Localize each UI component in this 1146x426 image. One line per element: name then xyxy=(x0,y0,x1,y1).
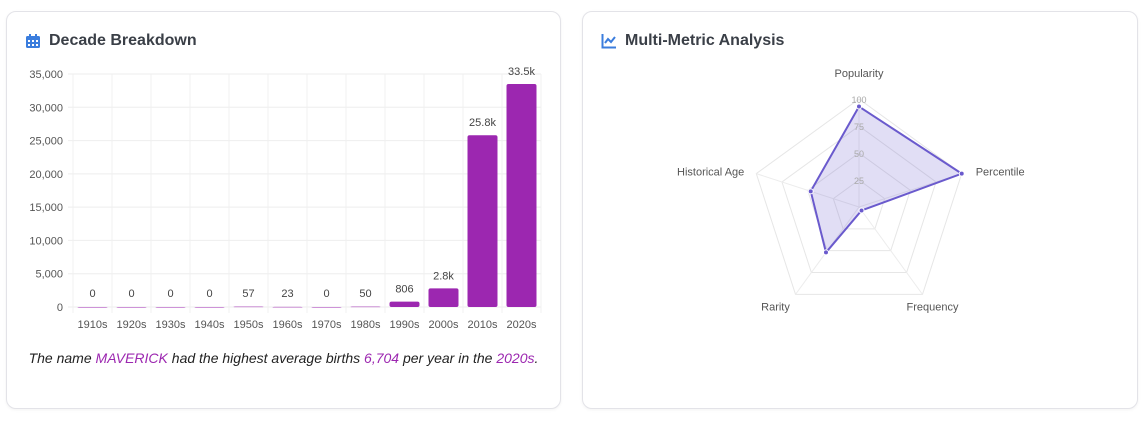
y-tick-label: 10,000 xyxy=(29,235,63,247)
radar-grid xyxy=(832,179,886,230)
y-tick-label: 5,000 xyxy=(35,269,63,281)
data-label: 33.5k xyxy=(508,66,535,78)
data-label: 25.8k xyxy=(469,117,496,129)
y-tick-label: 25,000 xyxy=(29,136,63,148)
radar-point xyxy=(958,170,965,177)
title-text: Decade Breakdown xyxy=(49,32,197,49)
y-tick-label: 0 xyxy=(57,302,63,314)
y-tick-label: 20,000 xyxy=(29,169,63,181)
data-label: 0 xyxy=(323,288,329,300)
data-label: 0 xyxy=(167,288,173,300)
x-tick-label: 1950s xyxy=(234,319,264,331)
radar-grid xyxy=(807,152,911,252)
x-tick-label: 1970s xyxy=(312,319,342,331)
bar xyxy=(428,288,459,307)
calendar-icon xyxy=(26,34,40,48)
y-tick-label: 35,000 xyxy=(29,69,63,81)
x-tick-label: 1930s xyxy=(156,319,186,331)
x-tick-label: 1990s xyxy=(390,319,420,331)
bar xyxy=(155,307,186,308)
x-tick-label: 2000s xyxy=(429,319,459,331)
x-tick-label: 1910s xyxy=(78,319,108,331)
decade-highlight: 2020s xyxy=(496,350,535,366)
radar-grid xyxy=(781,125,937,274)
bar xyxy=(350,306,381,308)
bar-chart: 0 5,000 10,000 15,000 20,000 25,000 30,000 35,0… xyxy=(29,66,542,331)
y-tick-label: 15,000 xyxy=(29,202,63,214)
r-tick-label: 25 xyxy=(854,176,864,186)
radar-spoke xyxy=(756,173,860,208)
bar xyxy=(194,307,225,308)
x-tick-label: 2020s xyxy=(507,319,537,331)
radar-area xyxy=(809,105,964,255)
name-highlight: MAVERICK xyxy=(95,350,168,366)
axis-label: Frequency xyxy=(906,301,958,313)
multi-metric-card: Multi-Metric Analysis 25 50 75 100 Popularit… xyxy=(582,11,1138,409)
r-tick-label: 100 xyxy=(851,95,866,105)
radar-point xyxy=(822,249,829,256)
line-chart-icon xyxy=(601,34,616,49)
bar xyxy=(272,306,303,308)
x-tick-label: 1920s xyxy=(117,319,147,331)
data-label: 0 xyxy=(206,288,212,300)
decade-breakdown-title: Decade Breakdown xyxy=(25,32,197,50)
title-text: Multi-Metric Analysis xyxy=(625,32,785,49)
data-label: 23 xyxy=(281,288,293,300)
data-label: 806 xyxy=(395,284,413,296)
summary-caption: The name MAVERICK had the highest averag… xyxy=(28,350,539,366)
y-tick-label: 30,000 xyxy=(29,102,63,114)
value-highlight: 6,704 xyxy=(364,350,400,366)
radar-point xyxy=(858,207,865,214)
radar-chart: 25 50 75 100 Popularity Percentile Frequency Ra… xyxy=(677,68,1025,313)
bar xyxy=(311,307,342,308)
axis-label: Rarity xyxy=(761,301,790,313)
radar-point xyxy=(856,103,862,110)
radar-grid xyxy=(755,98,963,295)
bar xyxy=(467,135,498,307)
x-tick-label: 1980s xyxy=(351,319,381,331)
radar-point xyxy=(807,188,814,195)
axis-label: Popularity xyxy=(835,68,884,80)
x-tick-label: 1960s xyxy=(273,319,303,331)
x-tick-label: 1940s xyxy=(195,319,225,331)
bar xyxy=(506,83,537,307)
axis-label: Percentile xyxy=(976,167,1025,179)
bar xyxy=(116,307,147,308)
radar-spoke xyxy=(858,206,923,295)
x-tick-label: 2010s xyxy=(468,319,498,331)
bar xyxy=(389,301,420,307)
r-tick-label: 50 xyxy=(854,149,864,159)
data-label: 0 xyxy=(89,288,95,300)
multi-metric-title: Multi-Metric Analysis xyxy=(601,32,784,50)
decade-breakdown-card: Decade Breakdown 0 5,000 10,000 15,000 20,00… xyxy=(6,11,561,409)
data-label: 50 xyxy=(359,288,371,300)
r-tick-label: 75 xyxy=(854,122,864,132)
axis-label: Historical Age xyxy=(677,167,744,179)
bar xyxy=(77,307,108,308)
data-label: 2.8k xyxy=(433,270,454,282)
data-label: 0 xyxy=(128,288,134,300)
data-label: 57 xyxy=(242,288,254,300)
bar xyxy=(233,306,264,308)
